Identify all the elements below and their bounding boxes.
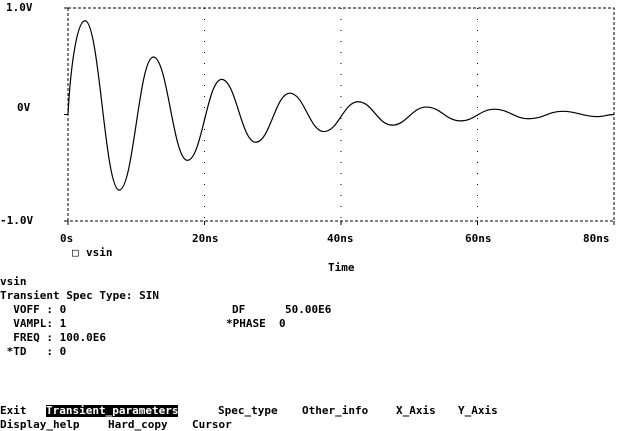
freq-line: FREQ : 100.0E6 bbox=[0, 331, 106, 344]
axis-ticks bbox=[64, 7, 615, 225]
vsin-trace bbox=[67, 20, 615, 191]
td-line: *TD : 0 bbox=[0, 345, 67, 358]
menu-display-help[interactable]: Display_help bbox=[0, 418, 80, 431]
menu-exit[interactable]: Exit bbox=[0, 404, 27, 417]
legend-marker: □ bbox=[72, 246, 79, 259]
menu-x-axis[interactable]: X_Axis bbox=[396, 404, 436, 417]
y-tick-label: 1.0V bbox=[6, 1, 33, 14]
x-tick-label: 40ns bbox=[327, 232, 354, 245]
phase-line: *PHASE 0 bbox=[226, 317, 286, 330]
menu-hard-copy[interactable]: Hard_copy bbox=[108, 418, 168, 431]
plot-grid bbox=[204, 8, 478, 221]
menu-cursor[interactable]: Cursor bbox=[192, 418, 232, 431]
menu-spec-type[interactable]: Spec_type bbox=[218, 404, 278, 417]
vampl-line: VAMPL: 1 bbox=[0, 317, 67, 330]
x-tick-label: 80ns bbox=[583, 232, 610, 245]
menu-other-info[interactable]: Other_info bbox=[302, 404, 369, 417]
info-title: vsin bbox=[0, 275, 27, 288]
x-tick-label: 20ns bbox=[192, 232, 219, 245]
plot-frame bbox=[67, 7, 615, 222]
y-tick-label: 0V bbox=[17, 101, 31, 114]
df-line: DF 50.00E6 bbox=[232, 303, 332, 316]
legend-label: vsin bbox=[86, 246, 113, 259]
spec-type-line: Transient Spec Type: SIN bbox=[0, 289, 159, 302]
x-axis-label: Time bbox=[328, 261, 355, 274]
x-tick-label: 60ns bbox=[465, 232, 492, 245]
y-tick-label: -1.0V bbox=[0, 214, 34, 227]
menu-y-axis[interactable]: Y_Axis bbox=[458, 404, 498, 417]
voff-line: VOFF : 0 bbox=[0, 303, 67, 316]
menu-transient-parameters[interactable]: Transient_parameters bbox=[46, 404, 179, 417]
x-tick-label: 0s bbox=[60, 232, 74, 245]
